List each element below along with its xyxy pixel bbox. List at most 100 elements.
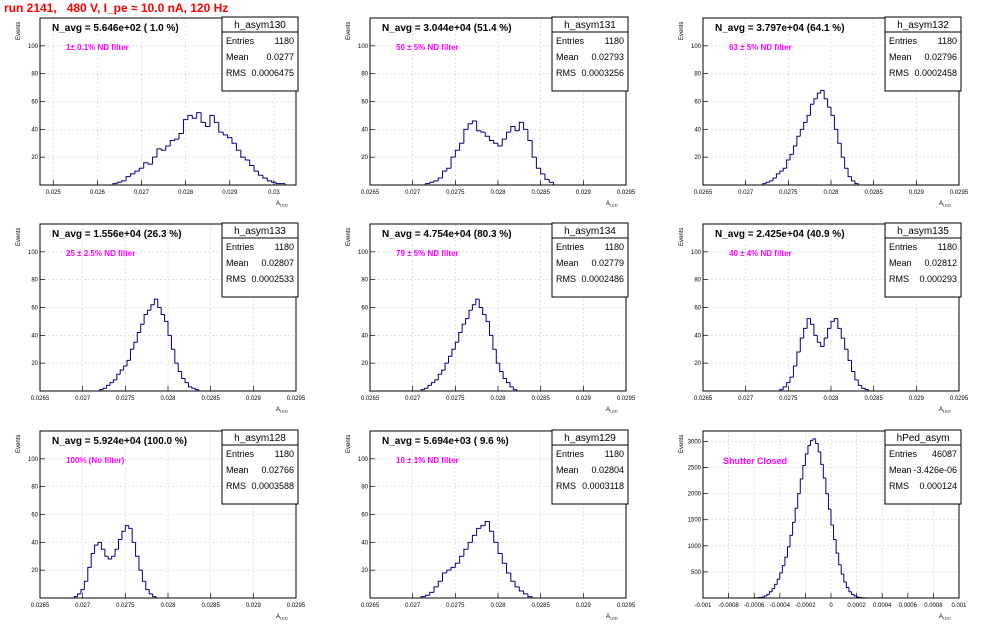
x-tick-label: 0.0285 bbox=[201, 396, 220, 402]
x-tick-label: 0.0285 bbox=[864, 396, 883, 402]
histogram-bin bbox=[469, 310, 472, 391]
histogram-bin bbox=[210, 115, 214, 185]
histogram-bin bbox=[828, 107, 831, 185]
histogram-bin bbox=[481, 526, 485, 598]
x-tick-label: 0.029 bbox=[246, 603, 262, 609]
histogram-bin bbox=[132, 542, 135, 598]
histogram-bin bbox=[134, 342, 137, 391]
y-tick-label: 40 bbox=[361, 540, 368, 546]
x-tick-label: -0.0008 bbox=[718, 603, 739, 609]
y-tick-label: 80 bbox=[361, 72, 368, 78]
histogram-bin bbox=[236, 150, 240, 185]
x-tick-label: 0.0275 bbox=[446, 603, 465, 609]
histogram-bin bbox=[254, 171, 258, 185]
histogram-bin bbox=[135, 171, 139, 185]
x-tick-label: 0.0002 bbox=[847, 603, 866, 609]
y-tick-label: 40 bbox=[361, 127, 368, 133]
y-axis-title: Events bbox=[679, 22, 685, 40]
histogram-bin bbox=[790, 535, 793, 598]
histogram-bin bbox=[108, 559, 111, 598]
histogram-bin bbox=[824, 338, 827, 391]
x-tick-label: 0.0285 bbox=[531, 603, 550, 609]
histogram-bin bbox=[130, 349, 133, 391]
histogram-bin bbox=[113, 380, 116, 391]
x-tick-label: 0.0295 bbox=[617, 396, 636, 402]
histogram-bin bbox=[828, 328, 831, 391]
histogram-bin bbox=[88, 567, 91, 598]
histogram-bin bbox=[507, 383, 510, 391]
x-tick-label: 0.0265 bbox=[31, 603, 50, 609]
histogram-bin bbox=[449, 356, 452, 391]
histogram-bin bbox=[175, 139, 179, 185]
histogram-bin bbox=[793, 522, 796, 598]
stats-label-entries: Entries bbox=[556, 242, 585, 252]
histogram-bin bbox=[834, 540, 837, 598]
stats-value-rms: 0.0003256 bbox=[581, 68, 624, 78]
filter-annotation: Shutter Closed bbox=[723, 456, 787, 466]
histogram-bin bbox=[848, 360, 851, 391]
histogram-bin bbox=[139, 570, 142, 598]
histogram-bin bbox=[149, 594, 152, 598]
stats-label-rms: RMS bbox=[556, 481, 576, 491]
y-tick-label: 2000 bbox=[688, 492, 702, 498]
stats-label-entries: Entries bbox=[226, 242, 255, 252]
histogram-bin bbox=[519, 591, 523, 598]
histogram-bin bbox=[223, 135, 227, 185]
y-tick-label: 100 bbox=[358, 457, 369, 463]
histogram-bin bbox=[472, 121, 476, 185]
histogram-bin bbox=[814, 335, 817, 391]
histogram-bin bbox=[148, 164, 152, 185]
histogram-bin bbox=[775, 584, 778, 598]
x-tick-label: 0.028 bbox=[823, 396, 839, 402]
x-tick-label: 0.0275 bbox=[446, 396, 465, 402]
histogram-bin bbox=[166, 146, 170, 185]
histogram-bin bbox=[431, 383, 434, 391]
histogram-bin bbox=[98, 542, 101, 598]
histogram-name: h_asym134 bbox=[564, 226, 616, 237]
stats-label-rms: RMS bbox=[889, 68, 909, 78]
histogram-bin bbox=[459, 333, 462, 391]
histogram-bin bbox=[848, 177, 851, 185]
histogram-bin bbox=[197, 113, 201, 185]
histogram-bin bbox=[129, 528, 132, 598]
y-tick-label: 1500 bbox=[688, 518, 702, 524]
histogram-bin bbox=[101, 549, 104, 598]
navg-label: N_avg = 1.556e+04 (26.3 %) bbox=[52, 229, 182, 240]
x-tick-label: 0.028 bbox=[178, 190, 194, 196]
histogram-bin bbox=[468, 542, 472, 598]
histogram-bin bbox=[500, 372, 503, 391]
x-tick-label: 0.001 bbox=[951, 603, 967, 609]
histogram-bin bbox=[462, 324, 465, 391]
histogram-bin bbox=[807, 319, 810, 391]
histogram-bin bbox=[179, 134, 183, 185]
y-tick-label: 1000 bbox=[688, 544, 702, 550]
histogram-bin bbox=[793, 366, 796, 391]
stats-label-entries: Entries bbox=[556, 449, 585, 459]
histogram-bin bbox=[154, 299, 157, 391]
histogram-bins bbox=[763, 90, 859, 185]
stats-label-mean: Mean bbox=[226, 52, 249, 62]
filter-annotation: 63 ± 5% ND filter bbox=[729, 43, 792, 52]
histogram-bin bbox=[515, 587, 519, 598]
filter-annotation: 100% (No filter) bbox=[66, 456, 125, 465]
stats-value-mean: -3.426e-06 bbox=[913, 465, 957, 475]
stats-value-mean: 0.02766 bbox=[261, 465, 294, 475]
histogram-bin bbox=[192, 118, 196, 185]
stats-value-rms: 0.000124 bbox=[919, 481, 957, 491]
x-axis-title: ALED bbox=[939, 407, 951, 414]
histogram-bin bbox=[787, 547, 790, 598]
histogram-bin bbox=[115, 549, 118, 598]
histogram-bin bbox=[841, 338, 844, 391]
stats-label-rms: RMS bbox=[889, 274, 909, 284]
navg-label: N_avg = 4.754e+04 (80.3 %) bbox=[382, 229, 512, 240]
filter-annotation: 40 ± 4% ND filter bbox=[729, 249, 792, 258]
y-tick-label: 100 bbox=[691, 44, 702, 50]
stats-label-mean: Mean bbox=[556, 258, 579, 268]
x-tick-label: 0.028 bbox=[823, 190, 839, 196]
x-tick-label: 0.0295 bbox=[287, 396, 306, 402]
histogram-bin bbox=[188, 115, 192, 185]
histogram-bin bbox=[258, 175, 262, 185]
